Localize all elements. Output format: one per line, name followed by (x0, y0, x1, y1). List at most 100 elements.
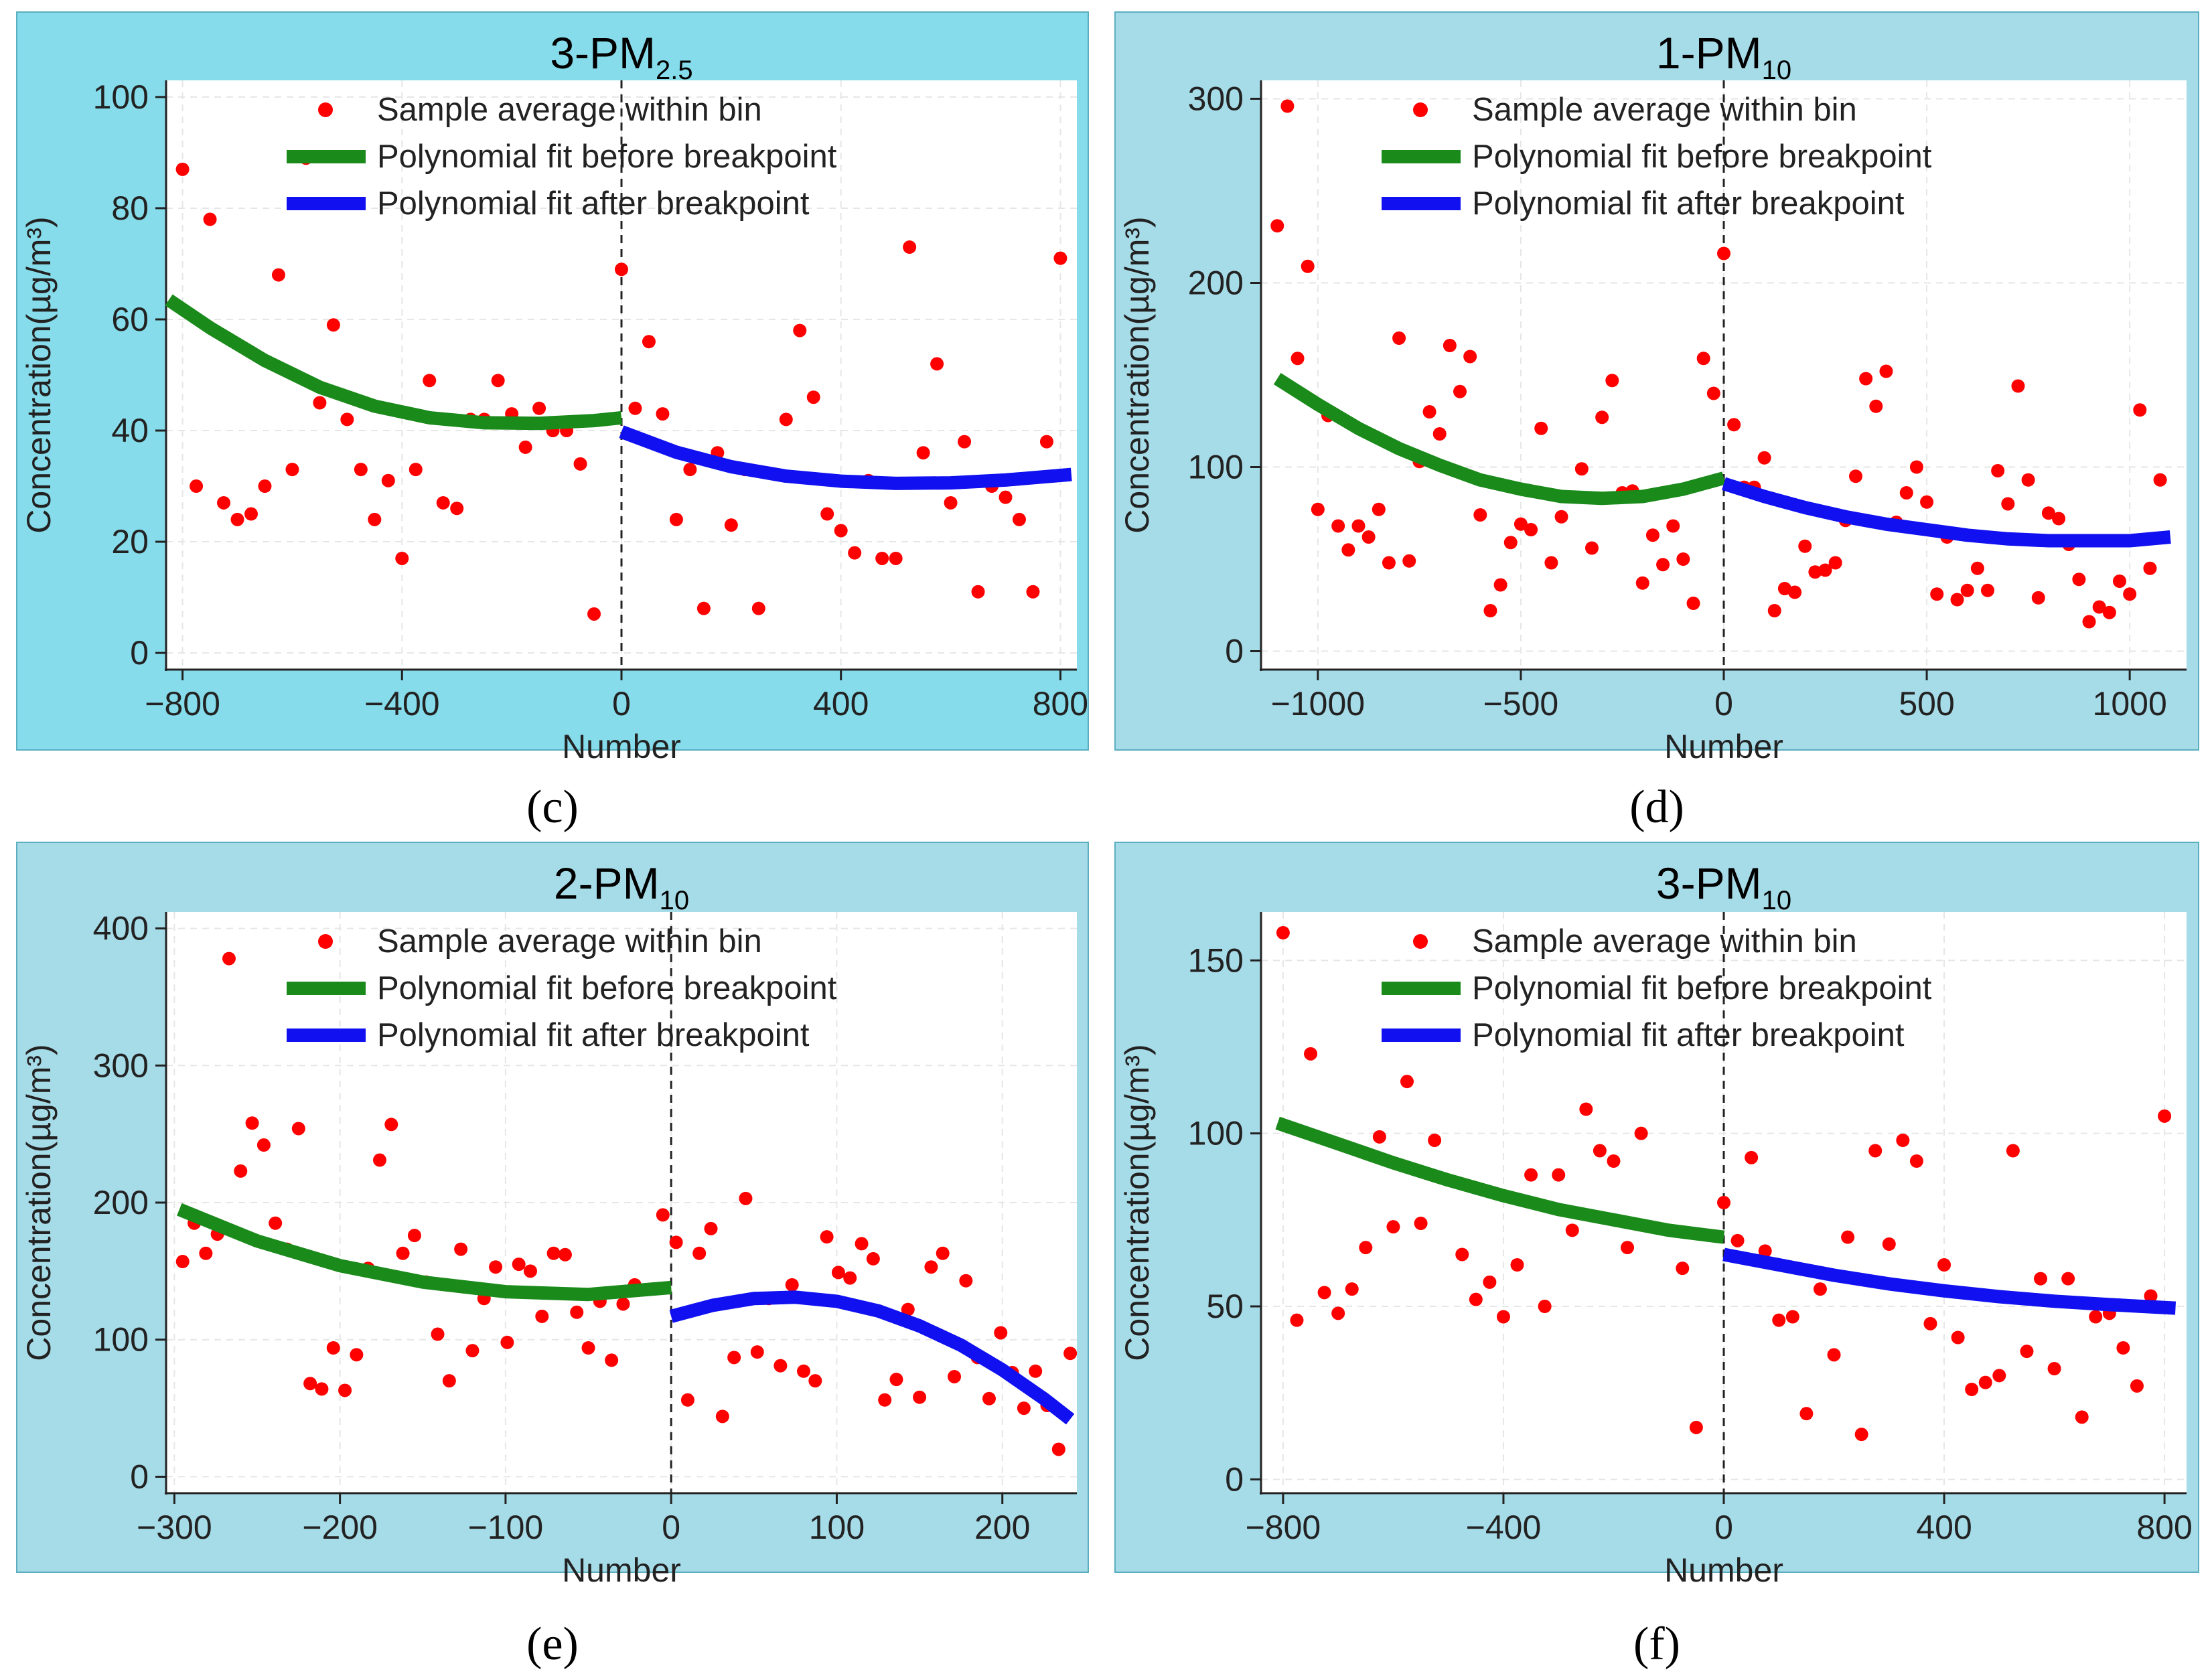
data-point (1970, 561, 1984, 575)
data-point (581, 1341, 595, 1355)
x-tick-label: −100 (468, 1509, 544, 1546)
data-point (878, 1393, 892, 1407)
data-point (1991, 464, 2005, 477)
data-point (875, 551, 889, 565)
data-point (1372, 1130, 1386, 1144)
x-tick-label: 1000 (2093, 685, 2167, 722)
data-point (535, 1309, 549, 1323)
data-point (368, 512, 382, 526)
data-point (1291, 352, 1305, 366)
data-point (1605, 374, 1619, 388)
x-tick-label: −400 (1466, 1509, 1542, 1546)
data-point (291, 1122, 305, 1136)
data-point (605, 1353, 619, 1367)
data-point (1483, 604, 1497, 617)
legend-before-label: Polynomial fit before breakpoint (377, 970, 837, 1006)
legend-after-label: Polynomial fit after breakpoint (377, 1017, 810, 1053)
y-tick-label: 0 (130, 634, 149, 672)
x-tick-label: −200 (302, 1509, 378, 1546)
data-point (175, 162, 190, 176)
data-point (1920, 495, 1934, 509)
data-point (1051, 1442, 1065, 1456)
x-axis-title: Number (562, 728, 681, 765)
chart-panel-e: −300 −200 −100 0 100 200 0 100 200 300 400 Number Co… (16, 842, 1089, 1670)
data-point (1896, 1134, 1910, 1147)
legend-after-label: Polynomial fit after breakpoint (1472, 1017, 1905, 1053)
data-point (384, 1118, 398, 1132)
data-point (1565, 1223, 1579, 1237)
data-point (1978, 1375, 1992, 1389)
data-point (680, 1393, 694, 1407)
data-point (797, 1364, 810, 1378)
chart-title: 1-PM10 (1656, 28, 1791, 85)
fit-line-before-breakpoint (177, 1203, 672, 1302)
data-point (924, 1260, 938, 1274)
data-point (1909, 460, 1923, 474)
data-point (683, 463, 697, 477)
data-point (2158, 1109, 2172, 1123)
panel-caption: (e) (526, 1618, 579, 1670)
data-point (1696, 352, 1710, 366)
data-point (1980, 583, 1994, 597)
data-point (944, 495, 958, 510)
data-point (372, 1153, 386, 1167)
data-point (1331, 519, 1345, 533)
data-point (750, 1345, 764, 1359)
data-point (1524, 1168, 1538, 1182)
data-point (2052, 512, 2066, 526)
data-point (1317, 1286, 1331, 1300)
data-point (1745, 1150, 1759, 1164)
data-point (1017, 1401, 1031, 1416)
data-point (1345, 1282, 1359, 1296)
data-point (779, 412, 793, 427)
y-tick-label: 20 (111, 523, 149, 560)
data-point (820, 1230, 834, 1244)
data-point (2144, 1289, 2158, 1303)
data-point (751, 601, 765, 615)
y-tick-label: 0 (1225, 1460, 1244, 1498)
y-tick-label: 100 (93, 1321, 149, 1359)
data-point (1524, 523, 1538, 536)
data-point (2047, 1362, 2061, 1375)
data-point (217, 495, 231, 510)
data-point (1717, 246, 1730, 260)
data-point (395, 551, 409, 565)
x-axis-title: Number (1664, 728, 1783, 765)
data-point (793, 323, 807, 337)
data-point (1063, 1347, 1078, 1361)
data-point (500, 1335, 514, 1349)
data-point (1656, 558, 1670, 572)
chart-title: 3-PM10 (1656, 858, 1791, 915)
data-point (269, 1216, 283, 1230)
y-axis-title: Concentration(µg/m³) (20, 1044, 58, 1361)
data-point (1859, 372, 1873, 386)
x-tick-label: 0 (612, 685, 631, 722)
legend: Sample average within bin Polynomial fit … (1382, 92, 1932, 222)
x-tick-label: 800 (2136, 1509, 2192, 1546)
fit-line-before-breakpoint (165, 294, 623, 431)
data-point (340, 412, 354, 427)
data-point (1854, 1428, 1868, 1442)
data-point (2102, 605, 2116, 619)
data-point (381, 473, 395, 487)
chart-title-subscript: 2.5 (656, 56, 693, 85)
legend-points-label: Sample average within bin (377, 92, 762, 128)
data-point (1937, 1258, 1951, 1272)
x-tick-label: 0 (1714, 685, 1733, 722)
data-point (1717, 1196, 1730, 1209)
data-point (1813, 1282, 1827, 1296)
data-point (1676, 552, 1690, 566)
data-point (1868, 1144, 1883, 1158)
data-point (696, 601, 711, 615)
data-point (820, 507, 834, 521)
data-point (616, 1297, 630, 1311)
data-point (930, 357, 944, 371)
data-point (1827, 1348, 1841, 1362)
data-point (1788, 585, 1802, 599)
data-point (1012, 512, 1026, 526)
data-point (491, 374, 505, 388)
data-point (1799, 1407, 1814, 1421)
data-point (724, 518, 738, 532)
data-point (1579, 1102, 1593, 1116)
data-point (245, 1116, 259, 1130)
